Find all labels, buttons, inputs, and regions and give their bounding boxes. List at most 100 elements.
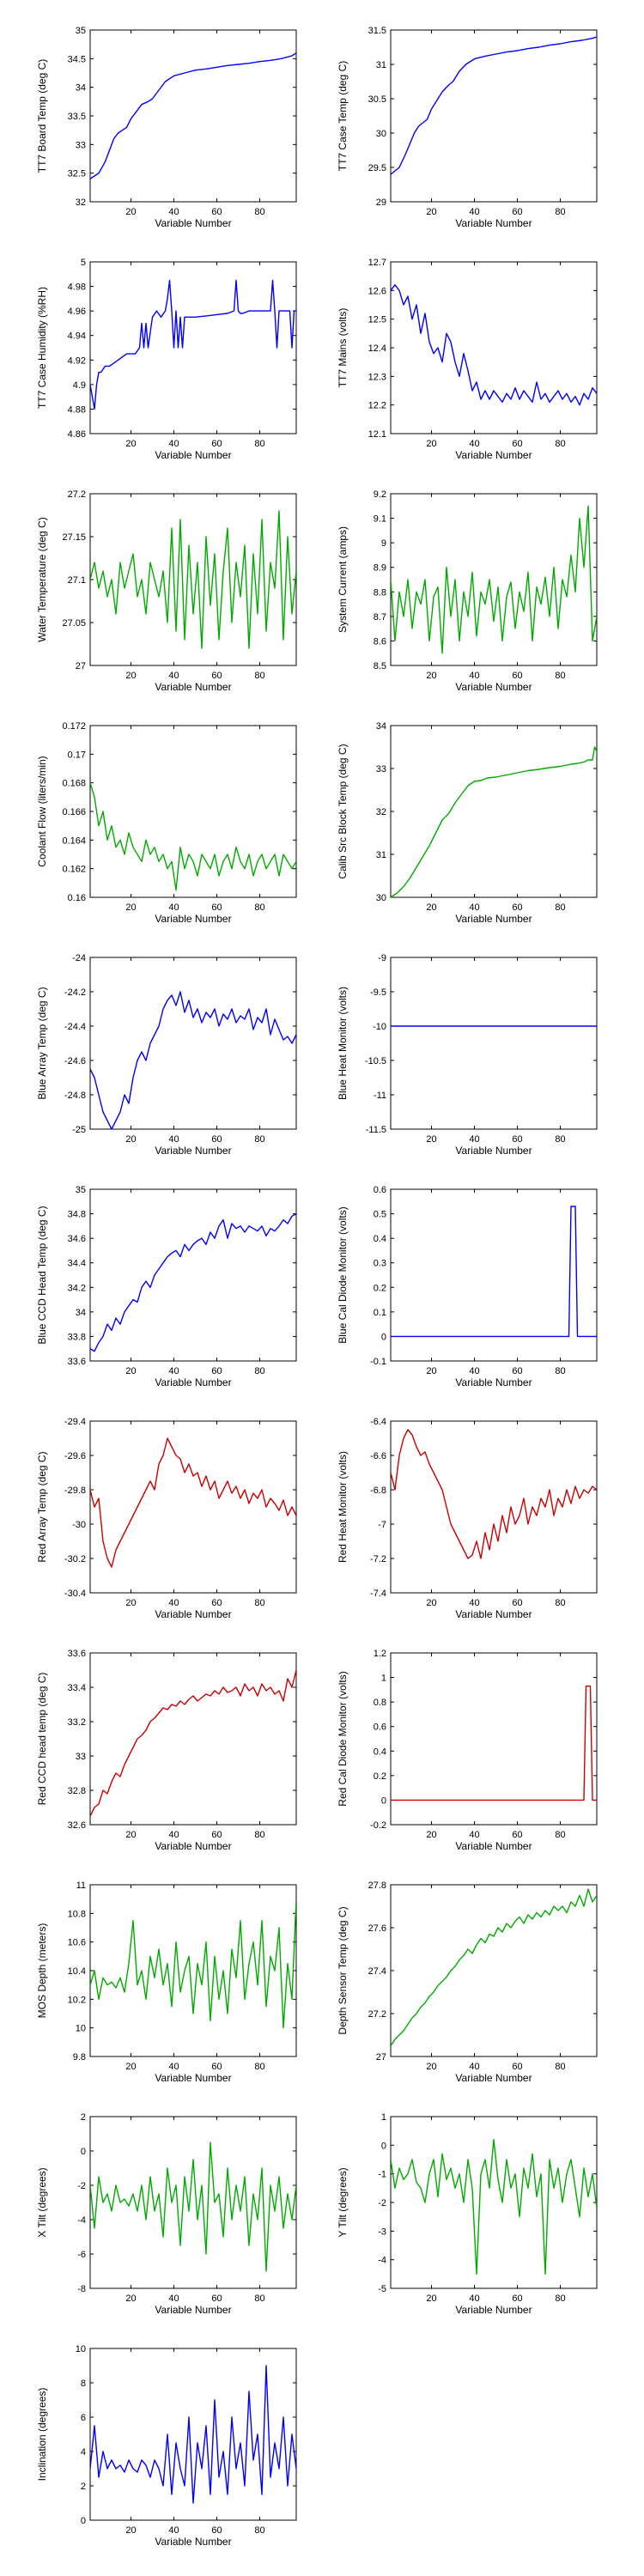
y-tick-label: -0.2 — [370, 1820, 386, 1831]
x-tick-label: 60 — [512, 2062, 522, 2072]
plot-frame — [89, 957, 297, 1130]
series-line — [90, 279, 296, 410]
y-tick-label: 5 — [81, 258, 86, 268]
y-tick-label: 27.6 — [368, 1923, 386, 1934]
y-tick-label: -30.2 — [64, 1554, 86, 1564]
y-tick-label: 33.8 — [68, 1332, 86, 1342]
y-tick-label: 27.2 — [68, 489, 86, 500]
series-line — [391, 746, 597, 897]
y-tick-label: 32.5 — [68, 169, 86, 179]
x-tick-label: 20 — [125, 1366, 136, 1376]
y-axis-label: X Tilt (degrees) — [36, 2167, 48, 2237]
x-tick-label: 60 — [512, 1134, 522, 1145]
chart-panel-17: 9.8 10 10.2 10.4 10.6 10.8 11 20 40 60 80 Variable … — [36, 1880, 297, 2084]
x-tick-label: 60 — [211, 2525, 222, 2536]
x-axis-label: Variable Number — [155, 2536, 231, 2548]
y-tick-label: 0.4 — [374, 1747, 386, 1757]
x-axis-label: Variable Number — [455, 1376, 532, 1388]
y-tick-label: 27.15 — [62, 532, 86, 543]
chart-panel-6: 8.5 8.6 8.7 8.8 8.9 9 9.1 9.2 20 40 60 80 Variable N… — [337, 489, 598, 693]
y-tick-label: 31 — [376, 60, 386, 70]
y-tick-label: 4.98 — [68, 283, 86, 293]
y-axis-label: System Current (amps) — [337, 526, 349, 633]
x-tick-label: 60 — [211, 1598, 222, 1608]
x-tick-label: 20 — [426, 1830, 436, 1840]
y-tick-label: 35 — [76, 26, 86, 36]
y-tick-label: 35 — [76, 1185, 86, 1195]
y-tick-label: -9.5 — [370, 987, 386, 998]
y-tick-label: -29.8 — [64, 1485, 86, 1496]
y-tick-label: 0.3 — [374, 1259, 386, 1269]
x-tick-label: 20 — [125, 902, 136, 913]
y-axis-label: Red CCD head temp (deg C) — [36, 1673, 48, 1806]
x-axis-label: Variable Number — [455, 913, 532, 925]
x-tick-label: 60 — [512, 2293, 522, 2304]
y-tick-label: -9 — [378, 953, 386, 963]
y-tick-label: 33 — [76, 1752, 86, 1762]
x-tick-label: 60 — [211, 439, 222, 449]
chart-panel-3: 4.86 4.88 4.9 4.92 4.94 4.96 4.98 5 20 40 60 80 Vari… — [36, 258, 297, 461]
plot-frame — [89, 2116, 297, 2289]
y-tick-label: 1.2 — [374, 1649, 386, 1659]
y-axis-label: Water Temperature (deg C) — [36, 517, 48, 641]
chart-panel-14: -7.4 -7.2 -7 -6.8 -6.6 -6.4 20 40 60 80 Variable N… — [337, 1417, 598, 1620]
y-tick-label: 0.2 — [374, 1283, 386, 1293]
x-tick-label: 40 — [168, 2293, 179, 2304]
x-tick-label: 80 — [254, 1134, 264, 1145]
y-tick-label: 4 — [81, 2447, 86, 2458]
y-tick-label: -24.8 — [64, 1091, 86, 1101]
chart-panel-8: 30 31 32 33 34 20 40 60 80 Variable Number Calib S… — [337, 721, 598, 925]
x-tick-label: 20 — [426, 671, 436, 681]
x-axis-label: Variable Number — [155, 217, 231, 229]
y-tick-label: -6.6 — [370, 1451, 386, 1461]
series-line — [391, 1888, 597, 2046]
y-tick-label: 34.8 — [68, 1210, 86, 1220]
y-tick-label: -10.5 — [365, 1056, 386, 1066]
y-tick-label: -24 — [72, 953, 86, 963]
x-tick-label: 20 — [125, 1134, 136, 1145]
x-tick-label: 40 — [168, 2062, 179, 2072]
series-line — [391, 284, 597, 406]
x-tick-label: 20 — [426, 207, 436, 217]
x-tick-label: 40 — [469, 2293, 479, 2304]
x-tick-label: 80 — [555, 671, 565, 681]
y-tick-label: 0 — [81, 2147, 86, 2157]
x-tick-label: 20 — [426, 1366, 436, 1376]
y-tick-label: 30 — [376, 129, 386, 139]
plot-frame — [89, 493, 297, 666]
y-axis-label: Red Heat Monitor (volts) — [337, 1451, 349, 1563]
x-tick-label: 80 — [555, 439, 565, 449]
y-tick-label: 12.6 — [368, 286, 386, 296]
x-tick-label: 20 — [426, 2293, 436, 2304]
x-axis-label: Variable Number — [455, 217, 532, 229]
plot-frame — [390, 29, 598, 203]
series-line — [90, 991, 296, 1129]
x-tick-label: 80 — [555, 2062, 565, 2072]
x-tick-label: 20 — [125, 671, 136, 681]
x-axis-label: Variable Number — [155, 1376, 231, 1388]
chart-panel-19: -8 -6 -4 -2 0 2 20 40 60 80 Variable Number X Tilt … — [36, 2112, 297, 2316]
x-axis-label: Variable Number — [155, 913, 231, 925]
x-tick-label: 60 — [211, 2293, 222, 2304]
y-tick-label: 32 — [376, 807, 386, 817]
y-tick-label: 1 — [381, 1674, 386, 1684]
y-axis-label: Y Tilt (degrees) — [337, 2167, 349, 2237]
y-tick-label: 4.86 — [68, 429, 86, 440]
y-tick-label: 27.05 — [62, 618, 86, 629]
x-tick-label: 40 — [469, 1366, 479, 1376]
chart-panel-1: 32 32.5 33 33.5 34 34.5 35 20 40 60 80 Variable Num… — [36, 26, 297, 229]
y-tick-label: -2 — [378, 2198, 386, 2208]
y-tick-label: 10.2 — [68, 1995, 86, 2005]
y-tick-label: 27 — [376, 2052, 386, 2063]
y-tick-label: 4.9 — [73, 380, 86, 391]
x-tick-label: 20 — [426, 1598, 436, 1608]
y-tick-label: -30.4 — [64, 1589, 86, 1599]
y-tick-label: 8.7 — [374, 612, 386, 623]
y-tick-label: 4.88 — [68, 404, 86, 415]
y-tick-label: 33 — [76, 140, 86, 150]
y-tick-label: 10.4 — [68, 1966, 86, 1977]
x-tick-label: 80 — [254, 1598, 264, 1608]
x-tick-label: 80 — [555, 2293, 565, 2304]
x-tick-label: 80 — [555, 207, 565, 217]
